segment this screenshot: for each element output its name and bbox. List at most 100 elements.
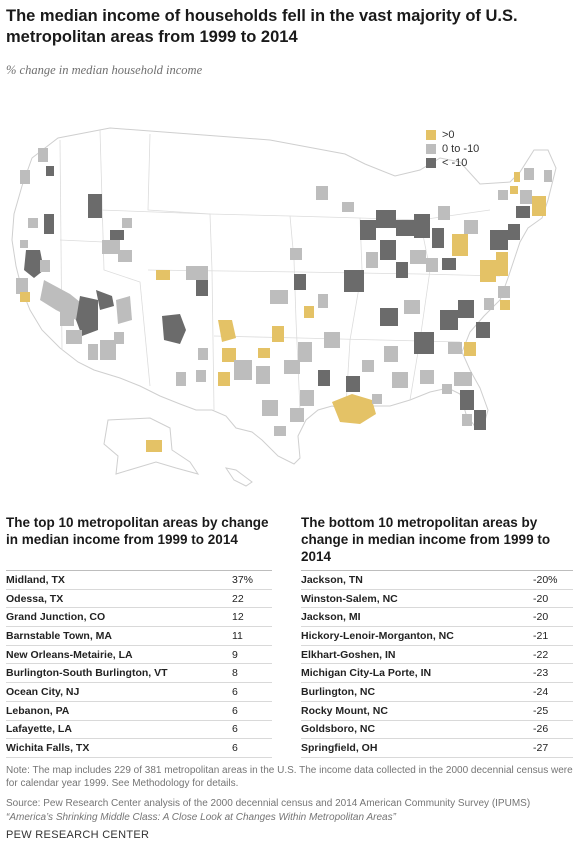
metro-name: Rocky Mount, NC	[301, 704, 388, 717]
metro-name: Springfield, OH	[301, 742, 378, 755]
metro-area	[360, 220, 376, 240]
table-row: Goldsboro, NC -26	[301, 721, 573, 740]
metro-area	[380, 308, 398, 326]
map-legend: >0 0 to -10 < -10	[426, 128, 479, 170]
metro-area	[316, 186, 328, 200]
metro-area	[432, 228, 444, 248]
income-change-value: -21	[533, 629, 549, 642]
income-change-value: -24	[533, 685, 549, 698]
us-metro-map	[11, 127, 557, 487]
metro-name: Wichita Falls, TX	[6, 742, 90, 755]
legend-item: < -10	[426, 156, 479, 169]
metro-area	[362, 360, 374, 372]
metro-area	[272, 326, 284, 342]
metro-area	[290, 408, 304, 422]
metro-name: Winston-Salem, NC	[301, 592, 398, 605]
hawaii-outline	[224, 467, 253, 487]
top-table-rows: Midland, TX 37% Odessa, TX 22 Grand Junction…	[6, 570, 272, 758]
income-change-value: 11	[232, 629, 243, 642]
metro-area	[176, 372, 186, 386]
metro-area	[198, 348, 208, 360]
metro-area	[162, 314, 186, 344]
metro-area	[222, 348, 236, 362]
chart-subtitle: % change in median household income	[6, 63, 203, 77]
table-row: Jackson, TN -20%	[301, 571, 573, 590]
income-change-value: 9	[232, 648, 238, 661]
metro-area	[24, 250, 44, 278]
income-change-value: 37%	[232, 573, 254, 586]
table-row: Springfield, OH -27	[301, 739, 573, 758]
metro-area	[38, 148, 48, 162]
metro-area	[342, 202, 354, 212]
metro-area	[396, 220, 414, 236]
metro-area	[196, 280, 208, 296]
income-change-value: -27	[533, 742, 549, 755]
metro-area	[66, 330, 82, 344]
metro-area	[498, 286, 510, 298]
table-row: Lebanon, PA 6	[6, 702, 272, 721]
metro-area	[366, 252, 378, 268]
metro-area	[100, 340, 116, 360]
metro-area	[16, 278, 28, 294]
metro-area	[20, 240, 28, 248]
metro-area	[484, 298, 494, 310]
metro-area	[258, 348, 270, 358]
metro-area	[88, 344, 98, 360]
table-row: New Orleans-Metairie, LA 9	[6, 646, 272, 665]
metro-area	[318, 294, 328, 308]
metro-area	[498, 190, 508, 200]
metro-area	[392, 372, 408, 388]
table-row: Barnstable Town, MA 11	[6, 627, 272, 646]
metro-area	[508, 224, 520, 240]
metro-area	[346, 376, 360, 392]
income-change-value: -20	[533, 592, 549, 605]
metro-area	[524, 168, 534, 180]
table-row: Winston-Salem, NC -20	[301, 590, 573, 609]
metro-area	[218, 372, 230, 386]
metro-area	[274, 426, 286, 436]
metro-area	[404, 300, 420, 314]
metro-area	[458, 300, 474, 318]
metro-area	[300, 390, 314, 406]
metro-name: New Orleans-Metairie, LA	[6, 648, 133, 661]
table-row: Elkhart-Goshen, IN -22	[301, 646, 573, 665]
metro-area	[76, 296, 98, 336]
metro-area	[480, 260, 496, 282]
legend-item: >0	[426, 128, 479, 141]
metro-area	[510, 186, 518, 194]
metro-area	[500, 300, 510, 310]
metro-name: Midland, TX	[6, 573, 65, 586]
metro-area	[324, 332, 340, 348]
metro-area	[118, 250, 132, 262]
metro-area	[490, 230, 508, 250]
metro-area	[448, 342, 462, 354]
metro-name: Goldsboro, NC	[301, 723, 376, 736]
metro-area	[146, 440, 162, 452]
legend-swatch-positive	[426, 129, 436, 140]
legend-label: < -10	[442, 156, 468, 169]
metro-area	[414, 214, 430, 238]
metro-area	[234, 360, 252, 380]
metro-area	[426, 258, 438, 272]
legend-swatch-moderate	[426, 143, 436, 154]
legend-label: 0 to -10	[442, 142, 480, 155]
top-10-table: The top 10 metropolitan areas by change …	[6, 514, 272, 758]
metro-area	[46, 166, 54, 176]
metro-name: Ocean City, NJ	[6, 685, 80, 698]
income-change-value: -25	[533, 704, 549, 717]
metro-area	[304, 306, 314, 318]
metro-area	[186, 266, 208, 280]
table-row: Burlington, NC -24	[301, 683, 573, 702]
metro-name: Burlington-South Burlington, VT	[6, 667, 168, 680]
metro-area	[20, 292, 30, 302]
metro-area	[532, 196, 546, 216]
metro-area	[384, 346, 398, 362]
income-change-value: 6	[232, 704, 238, 717]
income-change-value: 6	[232, 723, 238, 736]
metro-area	[262, 400, 278, 416]
metro-area	[218, 320, 236, 342]
bottom-table-title: The bottom 10 metropolitan areas by chan…	[301, 515, 551, 564]
metro-area	[520, 190, 532, 204]
metro-area	[372, 394, 382, 404]
metro-name: Michigan City-La Porte, IN	[301, 667, 432, 680]
